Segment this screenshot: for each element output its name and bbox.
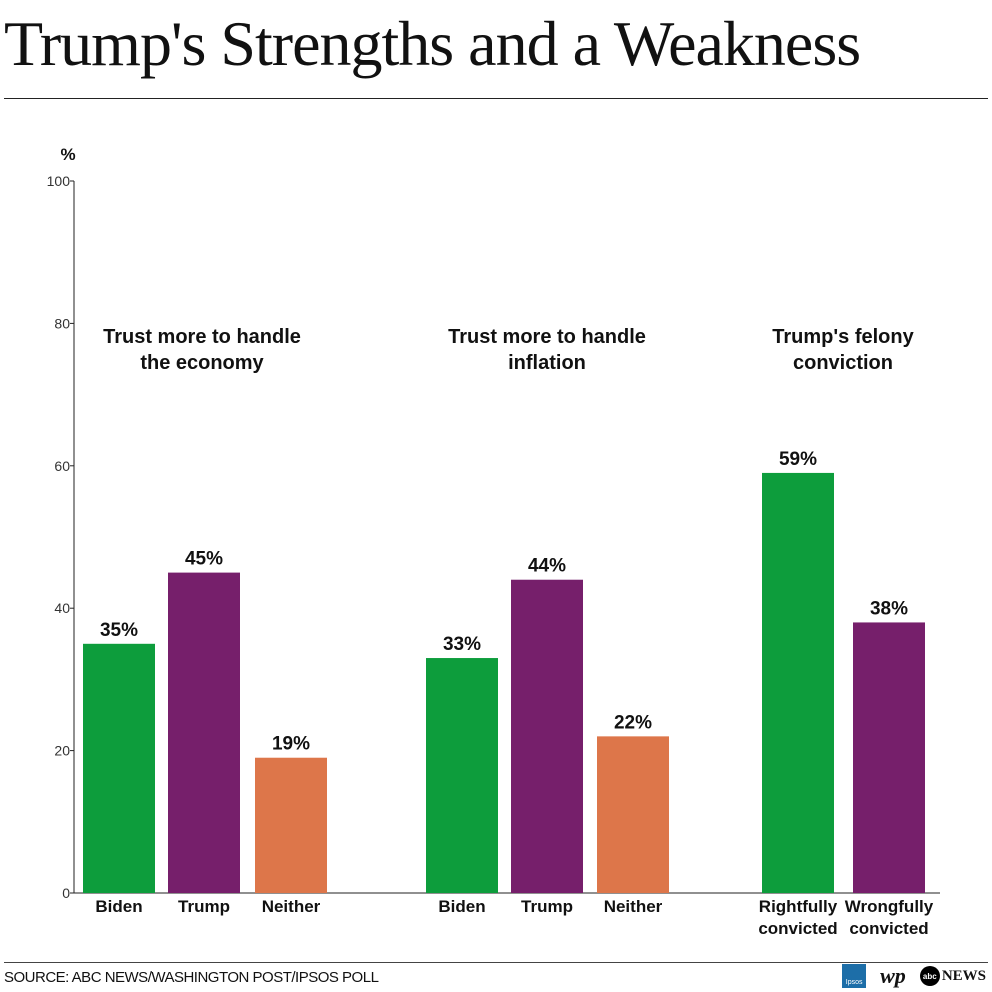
bar-value-label: 35% <box>100 620 138 641</box>
ipsos-logo: Ipsos <box>842 964 867 988</box>
category-label: Trump <box>521 897 573 916</box>
group-title: conviction <box>793 352 893 374</box>
category-label: Biden <box>95 897 142 916</box>
y-tick-label: 80 <box>54 315 70 331</box>
category-label: Neither <box>604 897 663 916</box>
bar <box>426 658 498 893</box>
group-title: Trust more to handle <box>448 326 646 348</box>
bar <box>597 736 669 893</box>
bar <box>255 757 327 893</box>
y-tick-label: 60 <box>54 458 70 474</box>
category-label: Biden <box>438 897 485 916</box>
group-title: inflation <box>508 352 586 374</box>
bar-value-label: 38% <box>870 598 908 619</box>
abc-news-logo: abc NEWS <box>919 966 986 986</box>
bar <box>853 622 925 893</box>
bar-value-label: 45% <box>185 549 223 570</box>
category-label: Trump <box>178 897 230 916</box>
bar <box>762 472 834 893</box>
y-tick-label: 40 <box>54 600 70 616</box>
chart-title: Trump's Strengths and a Weakness <box>4 8 861 79</box>
y-tick-label: 20 <box>54 743 70 759</box>
group-title: the economy <box>140 352 264 374</box>
abc-logo-mark: abc <box>919 966 940 986</box>
y-tick-label: 100 <box>47 173 71 189</box>
bar-value-label: 59% <box>779 449 817 470</box>
bar <box>511 579 583 893</box>
category-label: convicted <box>758 919 837 938</box>
bar-value-label: 22% <box>614 712 652 733</box>
bar-value-label: 44% <box>528 556 566 577</box>
publisher-logos: Ipsos wp abc NEWS <box>842 963 986 989</box>
y-tick-label: 0 <box>62 885 70 901</box>
bar-chart: % 0 20 40 60 80 100 Trust more to handle the eco… <box>47 145 940 938</box>
group-title: Trust more to handle <box>103 326 301 348</box>
source-note: SOURCE: ABC NEWS/WASHINGTON POST/IPSOS P… <box>4 969 379 986</box>
group-title: Trump's felony <box>772 326 914 348</box>
category-label: Wrongfully <box>845 897 934 916</box>
category-label: Rightfully <box>759 897 838 916</box>
category-label: convicted <box>849 919 928 938</box>
washington-post-logo: wp <box>880 963 906 988</box>
bar <box>83 643 155 893</box>
footer-divider <box>4 962 988 963</box>
bar-value-label: 33% <box>443 634 481 655</box>
title-divider <box>4 98 988 99</box>
abc-news-wordmark: NEWS <box>941 967 986 984</box>
y-axis-label: % <box>60 145 75 164</box>
bar <box>168 572 240 893</box>
bar-value-label: 19% <box>272 734 310 755</box>
category-label: Neither <box>262 897 321 916</box>
